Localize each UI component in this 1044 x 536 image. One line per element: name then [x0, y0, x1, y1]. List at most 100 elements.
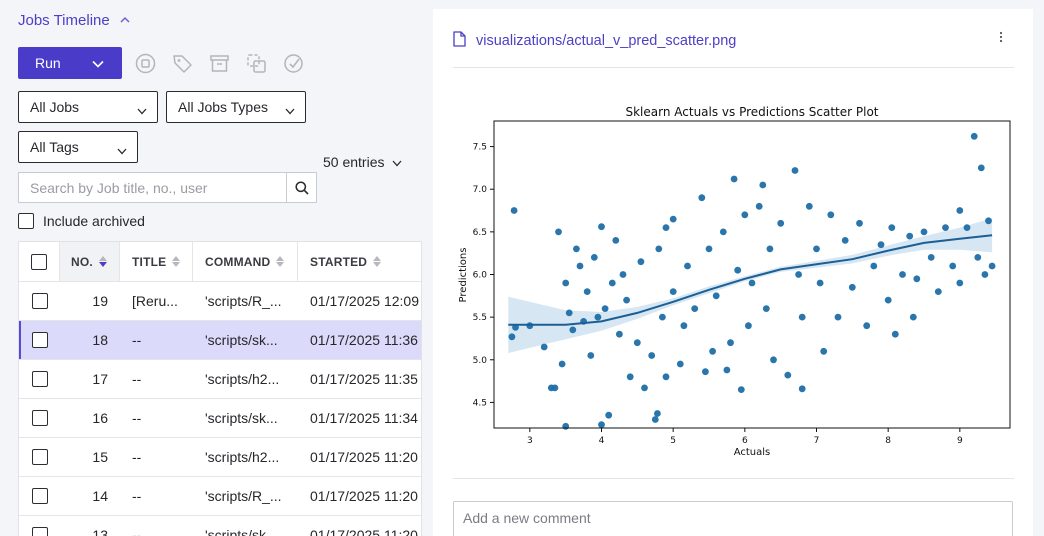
row-checkbox[interactable] — [31, 293, 48, 309]
cell-started: 01/17/2025 11:35 — [310, 371, 418, 387]
row-select-cell — [19, 488, 60, 504]
run-button[interactable]: Run — [18, 47, 122, 79]
scatter-point — [956, 207, 964, 214]
scatter-point — [956, 279, 964, 287]
column-header-started[interactable]: STARTED — [298, 242, 421, 281]
scatter-point — [598, 421, 605, 428]
scatter-point — [834, 313, 842, 321]
scatter-point — [841, 237, 849, 244]
table-row[interactable]: 16 -- 'scripts/sk... 01/17/2025 11:34 — [19, 399, 421, 438]
entries-per-page-select[interactable]: 50 entries — [323, 154, 402, 170]
table-row[interactable]: 14 -- 'scripts/R_... 01/17/2025 11:20 — [19, 477, 421, 516]
row-checkbox[interactable] — [31, 488, 48, 504]
scatter-point — [702, 368, 709, 376]
cell-started: 01/17/2025 11:20 — [310, 449, 418, 465]
scatter-point — [587, 352, 595, 359]
table-row[interactable]: 18 -- 'scripts/sk... 01/17/2025 11:36 — [19, 321, 421, 360]
tag-icon[interactable] — [171, 52, 194, 75]
scatter-point — [762, 305, 770, 312]
jobs-panel: Jobs Timeline Run All Jobs All Jobs T — [0, 0, 432, 536]
cell-started: 01/17/2025 11:34 — [310, 410, 418, 426]
row-checkbox[interactable] — [31, 527, 48, 536]
scatter-point — [659, 313, 666, 321]
cell-title: -- — [132, 449, 142, 465]
scatter-point — [913, 275, 921, 283]
sort-icon — [98, 256, 107, 267]
scatter-point — [608, 279, 616, 287]
y-tick-label: 4.5 — [473, 398, 487, 408]
row-select-cell — [19, 410, 60, 426]
scatter-point — [651, 416, 659, 423]
cell-no: 19 — [92, 293, 108, 309]
row-checkbox[interactable] — [31, 332, 48, 348]
scatter-point — [719, 228, 727, 236]
job-types-filter-select[interactable]: All Jobs Types — [166, 91, 306, 123]
search-input[interactable] — [18, 172, 286, 203]
cell-no: 18 — [92, 332, 108, 348]
scatter-point — [755, 202, 763, 210]
cell-no: 15 — [92, 449, 108, 465]
column-header-title[interactable]: TITLE — [120, 242, 193, 281]
table-row[interactable]: 13 -- 'scripts/sk... 01/17/2025 11:20 — [19, 516, 421, 536]
scatter-point — [909, 313, 917, 321]
row-select-cell — [19, 449, 60, 465]
scatter-point — [612, 237, 620, 244]
scatter-point — [555, 228, 562, 236]
scatter-point — [562, 279, 570, 287]
scatter-point — [798, 313, 806, 321]
scatter-point — [605, 411, 613, 419]
cell-title: -- — [132, 527, 142, 536]
run-button-label: Run — [35, 55, 61, 71]
scatter-point — [573, 245, 580, 253]
y-tick-label: 6.0 — [473, 271, 488, 281]
retry-icon[interactable] — [282, 52, 305, 75]
job-types-filter-value: All Jobs Types — [178, 99, 269, 115]
row-checkbox[interactable] — [31, 410, 48, 426]
scatter-point — [934, 288, 942, 295]
select-all-checkbox[interactable] — [31, 253, 47, 270]
scatter-point — [748, 279, 756, 287]
y-tick-label: 6.5 — [473, 228, 487, 238]
scatter-point — [888, 224, 896, 231]
archive-icon[interactable] — [208, 52, 231, 75]
sort-icon — [172, 256, 181, 267]
jobs-timeline-toggle[interactable]: Jobs Timeline — [18, 12, 130, 29]
more-options-icon[interactable] — [999, 31, 1003, 43]
column-header-command[interactable]: COMMAND — [193, 242, 298, 281]
scatter-point — [551, 384, 559, 392]
scatter-point — [654, 410, 661, 417]
column-header-label: COMMAND — [205, 254, 271, 269]
chevron-down-icon[interactable] — [92, 55, 104, 71]
search-icon — [294, 180, 309, 195]
comment-input[interactable]: Add a new comment — [453, 501, 1013, 536]
include-archived-toggle[interactable]: Include archived — [18, 213, 145, 229]
row-checkbox[interactable] — [31, 371, 48, 387]
clone-icon[interactable] — [245, 52, 268, 75]
scatter-point — [558, 360, 566, 368]
table-row[interactable]: 19 [Reru... 'scripts/R_... 01/17/2025 12:09 — [19, 282, 421, 321]
table-row[interactable]: 17 -- 'scripts/h2... 01/17/2025 11:35 — [19, 360, 421, 399]
table-header-row: NO. TITLE COMMAND STARTED — [19, 242, 421, 282]
jobs-filter-select[interactable]: All Jobs — [18, 91, 158, 123]
scatter-point — [594, 313, 602, 321]
stop-icon[interactable] — [134, 52, 157, 75]
cell-command: 'scripts/sk... — [205, 410, 278, 426]
table-row[interactable]: 15 -- 'scripts/h2... 01/17/2025 11:20 — [19, 438, 421, 477]
scatter-point — [777, 219, 785, 227]
confidence-band — [508, 218, 993, 353]
chevron-down-icon — [392, 154, 402, 170]
file-link[interactable]: visualizations/actual_v_pred_scatter.png — [453, 31, 736, 51]
scatter-point — [805, 202, 813, 210]
scatter-point — [927, 254, 935, 261]
tags-filter-select[interactable]: All Tags — [18, 131, 138, 163]
cell-started: 01/17/2025 11:20 — [310, 488, 418, 504]
row-checkbox[interactable] — [31, 449, 48, 465]
column-header-label: NO. — [71, 254, 93, 269]
scatter-point — [816, 279, 824, 287]
search-button[interactable] — [286, 172, 317, 203]
column-header-no[interactable]: NO. — [60, 242, 120, 281]
include-archived-checkbox[interactable] — [18, 213, 34, 229]
scatter-point — [884, 296, 892, 304]
cell-title: -- — [132, 410, 142, 426]
scatter-point — [727, 339, 734, 347]
